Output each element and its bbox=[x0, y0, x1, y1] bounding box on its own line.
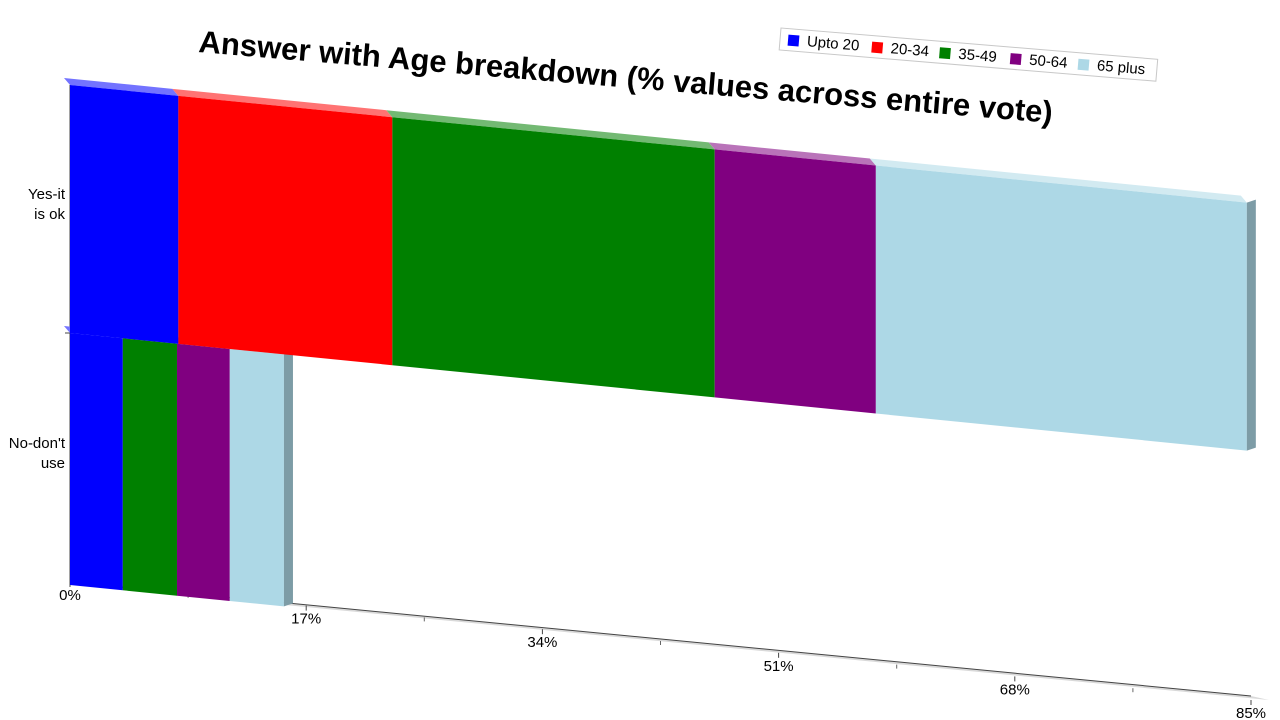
bar-side-face bbox=[1246, 199, 1256, 451]
bar-top-face bbox=[869, 158, 1247, 203]
bar-segment[interactable] bbox=[178, 95, 393, 366]
bar-segment[interactable] bbox=[70, 333, 123, 591]
legend-swatch bbox=[1077, 58, 1090, 71]
legend-swatch bbox=[939, 47, 951, 60]
bar-segment[interactable] bbox=[176, 343, 230, 601]
legend-label: Upto 20 bbox=[806, 33, 860, 54]
bar-segment[interactable] bbox=[70, 85, 179, 344]
legend-box bbox=[778, 27, 1159, 82]
x-tick-label: 85% bbox=[1236, 705, 1266, 720]
legend-item[interactable]: 35-49 bbox=[939, 44, 998, 66]
legend-label: 65 plus bbox=[1096, 57, 1146, 78]
legend-item[interactable]: 65 plus bbox=[1077, 56, 1146, 79]
bar-group bbox=[64, 78, 1256, 451]
bar-segment[interactable] bbox=[229, 348, 284, 607]
bar-segment[interactable] bbox=[875, 165, 1247, 451]
category-label: is ok bbox=[34, 206, 65, 223]
axis-floor bbox=[70, 582, 1269, 700]
chart-bars bbox=[64, 78, 1256, 607]
legend-label: 50-64 bbox=[1028, 52, 1068, 72]
bar-top-face bbox=[708, 142, 876, 166]
category-label: No-don't bbox=[9, 435, 66, 452]
legend-swatch bbox=[1009, 53, 1022, 65]
bar-group bbox=[64, 326, 293, 607]
x-tick-label: 0% bbox=[59, 587, 81, 604]
x-tick-label: 34% bbox=[527, 634, 557, 651]
bar-side-face bbox=[283, 351, 293, 607]
x-tick-label: 68% bbox=[1000, 681, 1030, 698]
chart-labels: 0% 17% 34% 51% 68% 85% Yes-it is ok No-don't use bbox=[9, 186, 1266, 720]
x-tick-label: 17% bbox=[291, 611, 321, 628]
x-tick-label: 51% bbox=[764, 658, 794, 675]
category-label: Yes-it bbox=[28, 186, 66, 203]
bar-segment[interactable] bbox=[392, 117, 715, 398]
legend-item[interactable]: Upto 20 bbox=[787, 32, 860, 55]
legend-swatch bbox=[787, 34, 800, 47]
category-label: use bbox=[41, 455, 65, 472]
bar-top-face bbox=[386, 110, 715, 150]
legend-item[interactable]: 20-34 bbox=[871, 39, 930, 61]
legend-item[interactable]: 50-64 bbox=[1009, 50, 1069, 72]
bar-top-face bbox=[64, 78, 179, 96]
legend-swatch bbox=[871, 41, 884, 54]
bar-top-face bbox=[172, 88, 393, 118]
chart-legend[interactable]: Upto 20 20-34 35-49 50-64 65 plus bbox=[778, 27, 1159, 82]
bar-segment[interactable] bbox=[714, 149, 876, 414]
legend-label: 20-34 bbox=[890, 40, 930, 60]
legend-label: 35-49 bbox=[958, 46, 998, 66]
bar-segment[interactable] bbox=[122, 338, 177, 596]
